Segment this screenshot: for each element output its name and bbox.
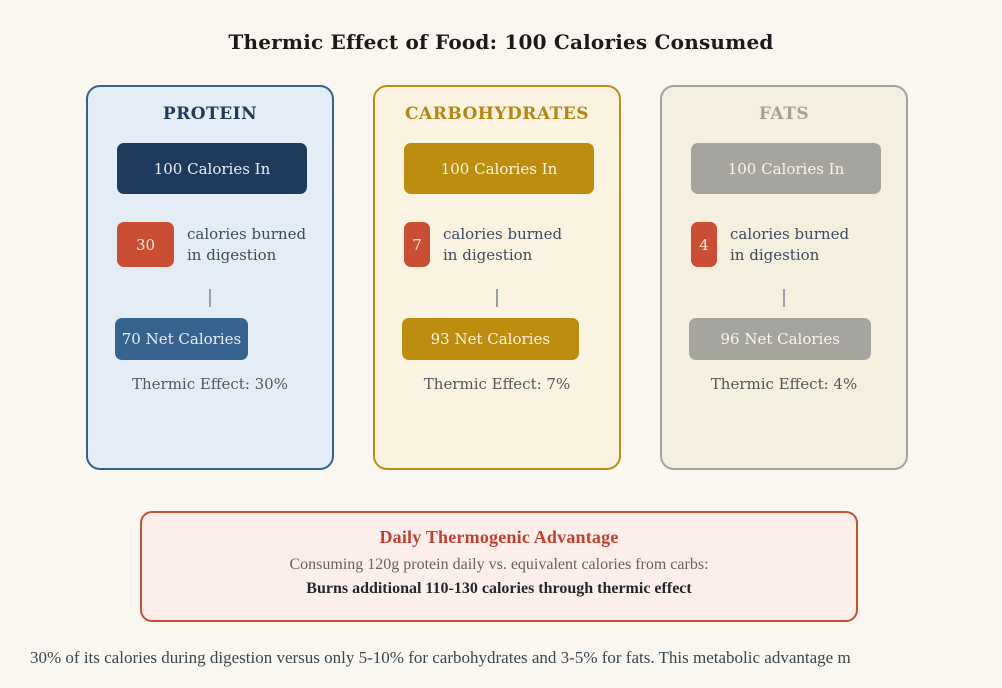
fats-card: FATS 100 Calories In 4 calories burned i… (660, 85, 908, 470)
page-title: Thermic Effect of Food: 100 Calories Con… (228, 30, 774, 54)
calories-burned-badge: 4 (691, 222, 717, 267)
thermic-effect-label: Thermic Effect: 30% (132, 375, 288, 393)
card-title-fats: FATS (758, 104, 810, 124)
divider-line (496, 289, 498, 307)
net-calories-bar: 96 Net Calories (689, 318, 872, 360)
net-calories-bar: 93 Net Calories (402, 318, 579, 360)
burn-row: 4 calories burned in digestion (691, 222, 849, 267)
daily-thermogenic-advantage-box: Daily Thermogenic Advantage Consuming 12… (140, 511, 858, 622)
divider-line (209, 289, 211, 307)
calories-burned-label: calories burned in digestion (730, 225, 850, 264)
thermic-effect-label: Thermic Effect: 7% (423, 375, 571, 393)
calories-burned-badge: 30 (117, 222, 174, 267)
calories-burned-badge: 7 (404, 222, 430, 267)
card-title-protein: PROTEIN (162, 104, 258, 124)
calories-burned-label: calories burned in digestion (187, 225, 307, 264)
calories-in-bar: 100 Calories In (117, 143, 307, 194)
advantage-line1: Consuming 120g protein daily vs. equival… (289, 556, 709, 573)
burn-row: 30 calories burned in digestion (117, 222, 306, 267)
divider-line (783, 289, 785, 307)
calories-in-bar: 100 Calories In (404, 143, 594, 194)
burn-row: 7 calories burned in digestion (404, 222, 562, 267)
advantage-line2: Burns additional 110-130 calories throug… (306, 580, 692, 597)
net-calories-bar: 70 Net Calories (115, 318, 248, 360)
thermic-effect-label: Thermic Effect: 4% (710, 375, 858, 393)
macro-cards-row: PROTEIN 100 Calories In 30 calories burn… (86, 85, 908, 470)
footer-paragraph-truncated: 30% of its calories during digestion ver… (30, 648, 851, 667)
protein-card: PROTEIN 100 Calories In 30 calories burn… (86, 85, 334, 470)
calories-burned-label: calories burned in digestion (443, 225, 563, 264)
calories-in-bar: 100 Calories In (691, 143, 881, 194)
card-title-carbohydrates: CARBOHYDRATES (404, 104, 590, 124)
carbohydrates-card: CARBOHYDRATES 100 Calories In 7 calories… (373, 85, 621, 470)
advantage-title: Daily Thermogenic Advantage (379, 527, 619, 547)
